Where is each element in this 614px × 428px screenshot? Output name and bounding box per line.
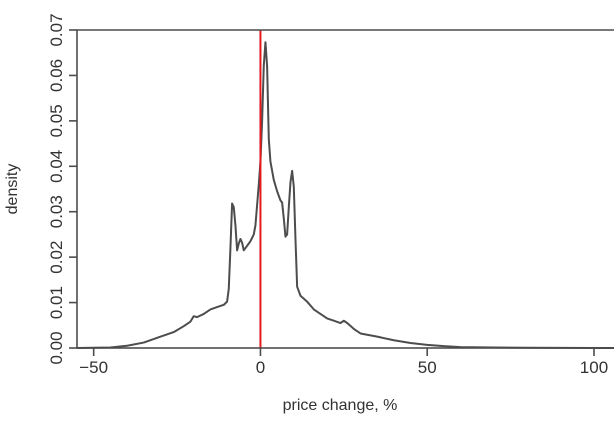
y-axis-title: density: [4, 164, 21, 215]
y-tick-label: 0.06: [47, 59, 66, 92]
y-tick-label: 0.07: [47, 13, 66, 46]
x-tick-label: 0: [256, 358, 265, 377]
x-axis: −50 0 50 100: [79, 348, 608, 377]
x-tick-label: 50: [418, 358, 437, 377]
y-tick-label: 0.02: [47, 241, 66, 274]
y-tick-label: 0.04: [47, 150, 66, 183]
x-tick-label: 100: [580, 358, 608, 377]
y-tick-label: 0.01: [47, 286, 66, 319]
y-axis: 0.00 0.01 0.02 0.03 0.04 0.05 0.06 0.07: [47, 13, 77, 365]
y-tick-label: 0.03: [47, 195, 66, 228]
y-tick-label: 0.00: [47, 331, 66, 364]
density-line: [76, 41, 614, 349]
plot-area: [76, 29, 614, 349]
x-tick-label: −50: [79, 358, 108, 377]
y-tick-label: 0.05: [47, 104, 66, 137]
x-axis-title: price change, %: [283, 397, 398, 414]
plot-frame: [76, 29, 614, 349]
